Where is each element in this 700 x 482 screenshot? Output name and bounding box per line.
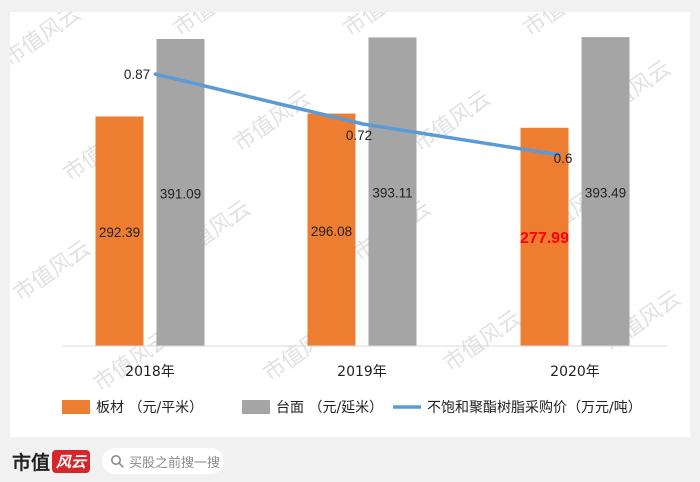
search-placeholder: 买股之前搜一搜 xyxy=(129,455,221,471)
line-label-2: 0.6 xyxy=(554,151,573,166)
bar-countertop-0 xyxy=(156,38,205,346)
bars-layer xyxy=(95,37,630,346)
legend-label-2: 不饱和聚酯树脂采购价（万元/吨） xyxy=(427,400,642,416)
brand-name: 市值 xyxy=(12,451,51,474)
watermark-text: 市值风云 xyxy=(409,86,495,157)
bar-label-board-1: 296.08 xyxy=(311,224,352,239)
x-tick-label-1: 2019年 xyxy=(337,364,387,380)
brand-mark: 风云 xyxy=(52,449,91,473)
bar-countertop-1 xyxy=(368,37,417,346)
line-point-0 xyxy=(153,72,157,76)
x-tick-label-2: 2020年 xyxy=(550,364,600,380)
bar-label-countertop-0: 391.09 xyxy=(160,186,201,201)
bar-countertop-2 xyxy=(581,37,630,346)
line-label-0: 0.87 xyxy=(124,67,150,82)
x-axis-ticks: 2018年 2019年 2020年 xyxy=(125,364,600,380)
bar-board-2 xyxy=(520,127,569,346)
footer-bar: 市值 风云 买股之前搜一搜 xyxy=(0,440,700,482)
line-series-layer xyxy=(153,72,562,157)
chart-card: 市值风云 市值风云 市值风云 市值风云 市值风云 市值风云 市值风云 市值风云 市值风云 市值风云… xyxy=(10,12,690,437)
line-point-1 xyxy=(361,122,365,126)
search-box[interactable]: 买股之前搜一搜 xyxy=(102,448,225,474)
bar-label-board-0: 292.39 xyxy=(99,225,140,240)
data-labels-layer: 292.39 296.08 277.99 391.09 393.11 393.49 0.87… xyxy=(99,67,626,247)
bar-label-countertop-1: 393.11 xyxy=(372,186,412,201)
legend-label-1: 台面 （元/延米） xyxy=(276,400,383,416)
bar-label-countertop-2: 393.49 xyxy=(585,186,626,201)
watermark-text: 市值风云 xyxy=(169,12,255,42)
x-tick-label-0: 2018年 xyxy=(125,364,175,380)
legend-swatch-0 xyxy=(62,400,90,414)
bar-label-board-2: 277.99 xyxy=(520,230,569,247)
brand-logo[interactable]: 市值 风云 xyxy=(12,448,91,475)
search-icon xyxy=(111,455,124,468)
legend: 板材 （元/平米） 台面 （元/延米） 不饱和聚酯树脂采购价（万元/吨） xyxy=(62,400,642,416)
legend-swatch-1 xyxy=(242,400,270,414)
watermark-text: 市值风云 xyxy=(439,306,525,377)
line-label-1: 0.72 xyxy=(346,128,372,143)
watermark-text: 市值风云 xyxy=(10,236,96,307)
bar-board-0 xyxy=(95,116,144,346)
line-point-2 xyxy=(558,153,562,157)
bar-board-1 xyxy=(307,113,356,346)
legend-label-0: 板材 （元/平米） xyxy=(96,400,203,416)
watermark-text: 市值风云 xyxy=(10,12,86,72)
